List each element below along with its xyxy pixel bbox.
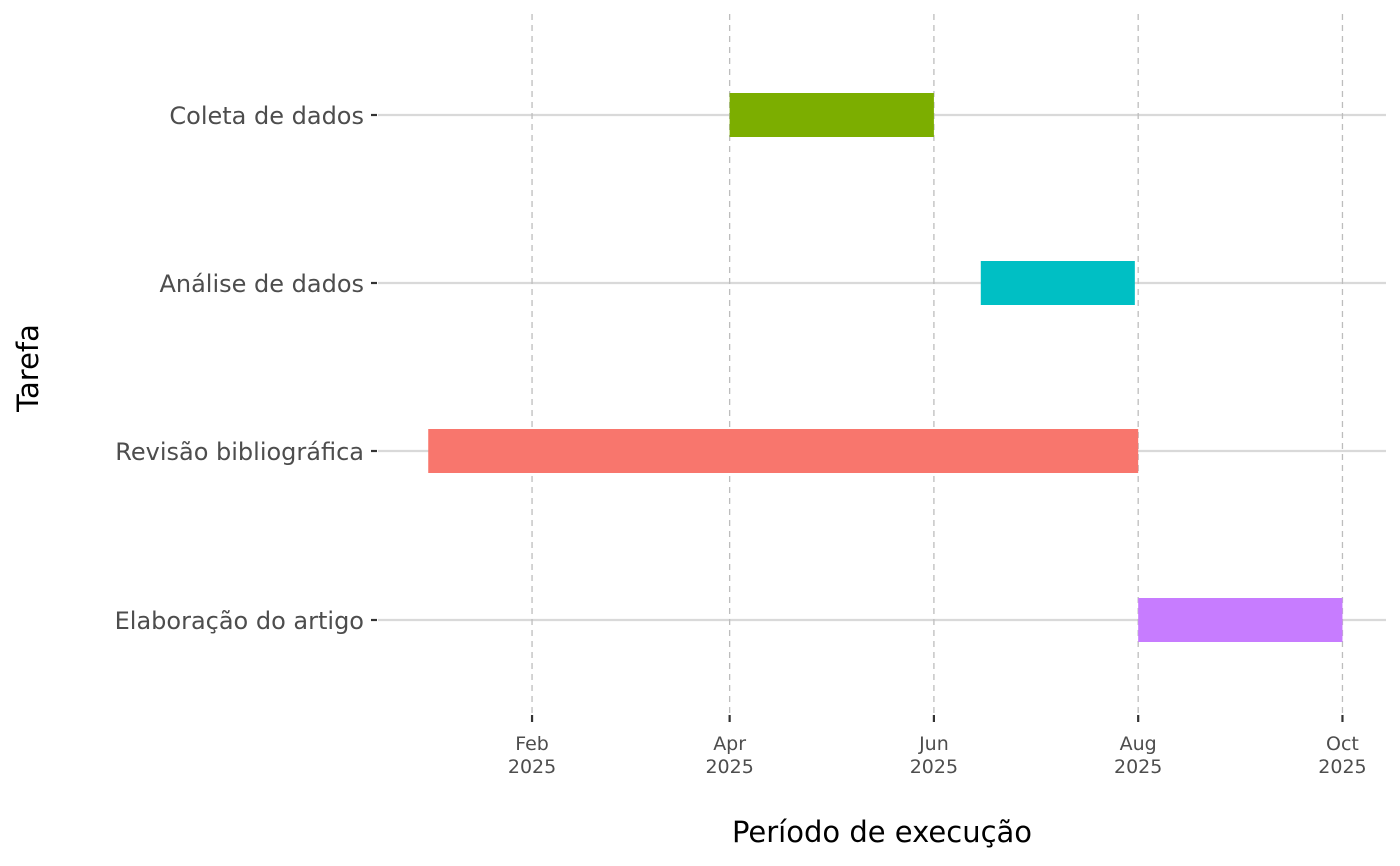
y-axis-title: Tarefa (11, 324, 45, 413)
x-tick-label-month: Aug (1120, 733, 1157, 755)
x-axis-title: Período de execução (732, 815, 1032, 849)
y-tick-label: Revisão bibliográfica (115, 438, 364, 466)
x-tick-label-month: Apr (713, 733, 746, 755)
x-tick-label-year: 2025 (705, 756, 753, 778)
task-bar (980, 261, 1135, 305)
bars-layer (428, 93, 1343, 642)
x-tick-label-year: 2025 (1114, 756, 1162, 778)
y-axis: Elaboração do artigo Revisão bibliográfic… (115, 102, 377, 635)
x-tick-label-year: 2025 (508, 756, 556, 778)
task-bar (1138, 598, 1343, 642)
x-tick-label-month: Jun (918, 733, 949, 755)
x-tick-label-month: Oct (1326, 733, 1359, 755)
x-tick-label-year: 2025 (1318, 756, 1366, 778)
task-bar (428, 429, 1139, 473)
x-tick-label-month: Feb (515, 733, 549, 755)
task-bar (729, 93, 934, 137)
y-tick-label: Elaboração do artigo (115, 607, 364, 635)
x-tick-label-year: 2025 (910, 756, 958, 778)
y-tick-label: Análise de dados (159, 270, 364, 298)
y-tick-label: Coleta de dados (169, 102, 364, 130)
